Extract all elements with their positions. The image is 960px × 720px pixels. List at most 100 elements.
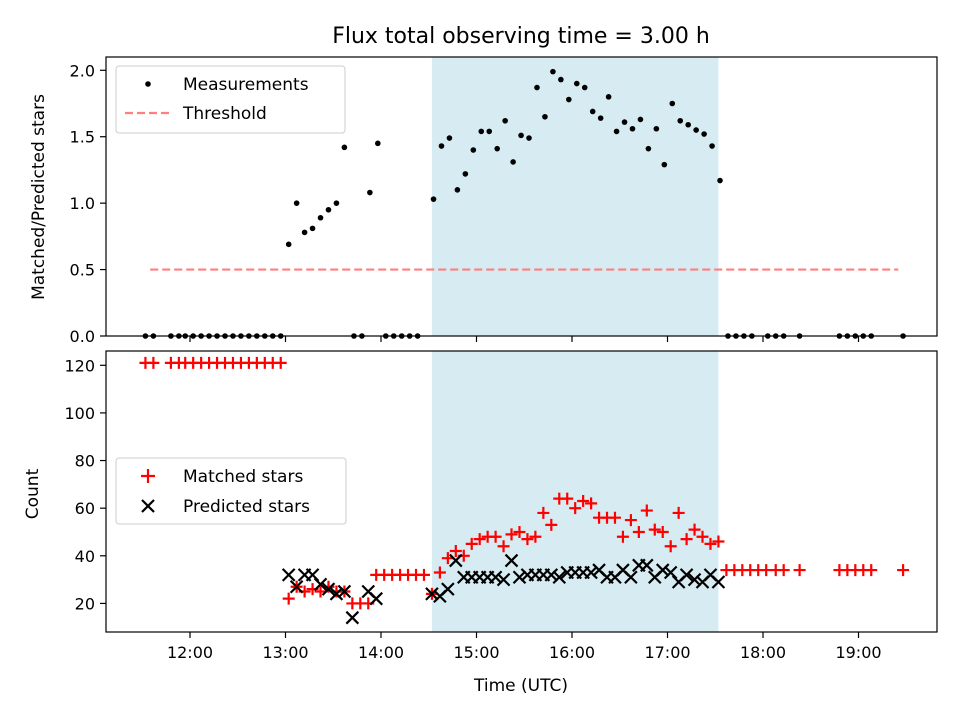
- measurement-point: [333, 200, 340, 206]
- predicted-point: [281, 568, 296, 582]
- x-tick-label: 17:00: [644, 643, 690, 662]
- matched-point: [489, 530, 502, 543]
- x-tick-label: 14:00: [358, 643, 404, 662]
- measurement-point: [494, 145, 500, 152]
- predicted-point: [687, 572, 702, 587]
- measurement-point: [693, 127, 699, 133]
- matched-point: [322, 580, 335, 593]
- predicted-point: [488, 570, 503, 585]
- matched-point: [441, 552, 454, 565]
- predicted-point: [512, 570, 527, 585]
- y-tick-label: 0.5: [70, 261, 95, 280]
- measurement-point: [526, 135, 532, 141]
- chart-title: Flux total observing time = 3.00 h: [332, 24, 710, 49]
- measurement-point: [621, 119, 628, 125]
- measurement-point: [629, 125, 636, 132]
- measurement-point: [502, 117, 508, 124]
- predicted-point: [369, 591, 384, 606]
- matched-point: [577, 495, 590, 508]
- measurement-point: [470, 147, 477, 153]
- predicted-point: [552, 570, 567, 585]
- matched-point: [513, 525, 526, 538]
- legend-matched-marker: [141, 469, 155, 483]
- measurement-point: [589, 108, 596, 115]
- matched-point: [537, 506, 550, 519]
- legend-predicted-marker: [141, 499, 155, 513]
- matched-point: [497, 540, 510, 553]
- measurement-point: [542, 113, 548, 120]
- predicted-point: [425, 587, 439, 601]
- measurement-point: [375, 140, 381, 147]
- matched-point: [793, 564, 806, 577]
- matched-point: [449, 545, 462, 558]
- measurement-point: [367, 189, 373, 196]
- matched-point: [608, 511, 621, 524]
- matched-point: [473, 533, 486, 546]
- measurement-point: [534, 84, 540, 91]
- predicted-point: [345, 610, 360, 625]
- x-tick-label: 13:00: [262, 643, 308, 662]
- predicted-point: [321, 582, 336, 596]
- measurement-point: [462, 171, 469, 177]
- matched-point: [585, 497, 598, 510]
- matched-point: [147, 356, 160, 369]
- legend-matched-label: Matched stars: [183, 467, 303, 487]
- predicted-point: [289, 579, 304, 594]
- predicted-point: [449, 553, 463, 568]
- measurement-point: [478, 128, 485, 135]
- measurement-point: [317, 214, 324, 221]
- bottom-legend-box: [115, 457, 347, 525]
- measurement-point: [446, 135, 453, 141]
- predicted-point: [441, 582, 455, 596]
- y-tick-label: 1.0: [70, 194, 95, 213]
- predicted-point: [329, 587, 344, 601]
- legend-measurements-label: Measurements: [183, 75, 309, 95]
- measurement-point: [430, 196, 437, 202]
- measurement-point: [613, 128, 620, 135]
- bottom-plot-frame: [105, 350, 938, 633]
- x-tick-label: 12:00: [167, 643, 213, 662]
- predicted-point: [584, 565, 598, 580]
- measurement-point: [661, 161, 668, 168]
- bottom-shaded-interval: [431, 351, 719, 632]
- measurement-point: [293, 200, 300, 206]
- matched-point: [433, 566, 446, 579]
- matched-point: [656, 525, 669, 538]
- measurement-point: [581, 84, 588, 91]
- measurement-point: [573, 80, 580, 87]
- y-tick-label: 2.0: [70, 61, 95, 80]
- legend-threshold-label: Threshold: [182, 104, 267, 124]
- predicted-point: [337, 584, 352, 599]
- top-legend: Measurements Threshold: [115, 65, 346, 134]
- matched-point: [569, 502, 582, 515]
- matched-point: [777, 564, 790, 577]
- legend-measurements-marker: [145, 81, 151, 87]
- bottom-legend: Matched stars Predicted stars: [115, 457, 347, 525]
- y-tick-label: 120: [64, 356, 95, 375]
- measurement-point: [454, 187, 461, 193]
- matched-point: [561, 492, 574, 505]
- matched-point: [616, 530, 629, 543]
- y-tick-label: 100: [64, 404, 95, 423]
- y-tick-label: 80: [75, 452, 95, 471]
- y-tick-label: 20: [75, 594, 95, 613]
- measurement-point: [285, 241, 292, 248]
- measurement-point: [597, 115, 604, 121]
- measurement-point: [717, 177, 723, 184]
- x-tick-label: 15:00: [453, 643, 499, 662]
- top-shaded-interval: [431, 57, 719, 336]
- matched-point: [529, 530, 542, 543]
- predicted-point: [679, 568, 694, 582]
- legend-predicted-label: Predicted stars: [183, 497, 310, 517]
- y-tick-label: 60: [75, 499, 95, 518]
- matched-point: [417, 568, 430, 581]
- top-y-axis-label: Matched/Predicted stars: [29, 94, 49, 300]
- measurement-point: [341, 144, 348, 151]
- measurement-point: [701, 131, 707, 137]
- measurement-point: [558, 76, 564, 83]
- measurement-point: [677, 117, 684, 124]
- measurement-point: [709, 143, 715, 149]
- predicted-point: [305, 568, 320, 582]
- predicted-point: [640, 558, 654, 573]
- bottom-y-axis-label: Count: [23, 468, 43, 519]
